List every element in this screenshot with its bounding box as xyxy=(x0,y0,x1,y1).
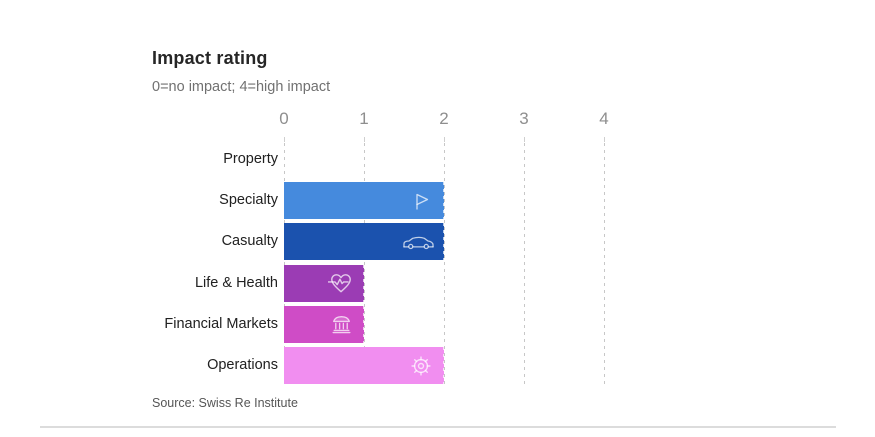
category-label: Operations xyxy=(207,357,278,373)
x-tick-mark xyxy=(524,137,525,142)
category-label: Financial Markets xyxy=(164,315,278,332)
bar-life-health xyxy=(284,264,364,302)
gridline xyxy=(284,143,285,384)
bar-operations xyxy=(284,347,444,384)
car-icon xyxy=(403,234,434,250)
x-tick-mark xyxy=(364,137,365,142)
x-tick-mark xyxy=(444,137,445,142)
gridline xyxy=(524,143,525,384)
bar-specialty xyxy=(284,182,444,220)
source-note: Source: Swiss Re Institute xyxy=(152,396,298,410)
gridline xyxy=(364,143,365,384)
category-label: Casualty xyxy=(221,233,278,250)
x-tick-mark xyxy=(604,137,605,142)
gear-icon xyxy=(408,353,434,379)
bank-icon xyxy=(329,312,354,337)
category-label: Property xyxy=(223,151,278,167)
x-tick-mark xyxy=(284,137,285,142)
x-tick-label: 1 xyxy=(359,109,369,128)
bar-casualty xyxy=(284,223,444,261)
chart-title: Impact rating xyxy=(152,48,268,68)
x-tick-label: 3 xyxy=(519,109,529,128)
chart-subtitle: 0=no impact; 4=high impact xyxy=(152,79,331,95)
gridline xyxy=(604,143,605,384)
x-tick-label: 0 xyxy=(279,109,289,128)
gridline xyxy=(444,143,445,384)
bar-financial-markets xyxy=(284,305,364,343)
bottom-divider xyxy=(40,426,836,428)
category-label: Specialty xyxy=(219,192,278,209)
x-tick-label: 2 xyxy=(439,109,449,128)
x-tick-label: 4 xyxy=(599,109,609,128)
flag-icon xyxy=(410,189,434,213)
heart-pulse-icon xyxy=(328,270,354,296)
category-label: Life & Health xyxy=(194,274,278,291)
